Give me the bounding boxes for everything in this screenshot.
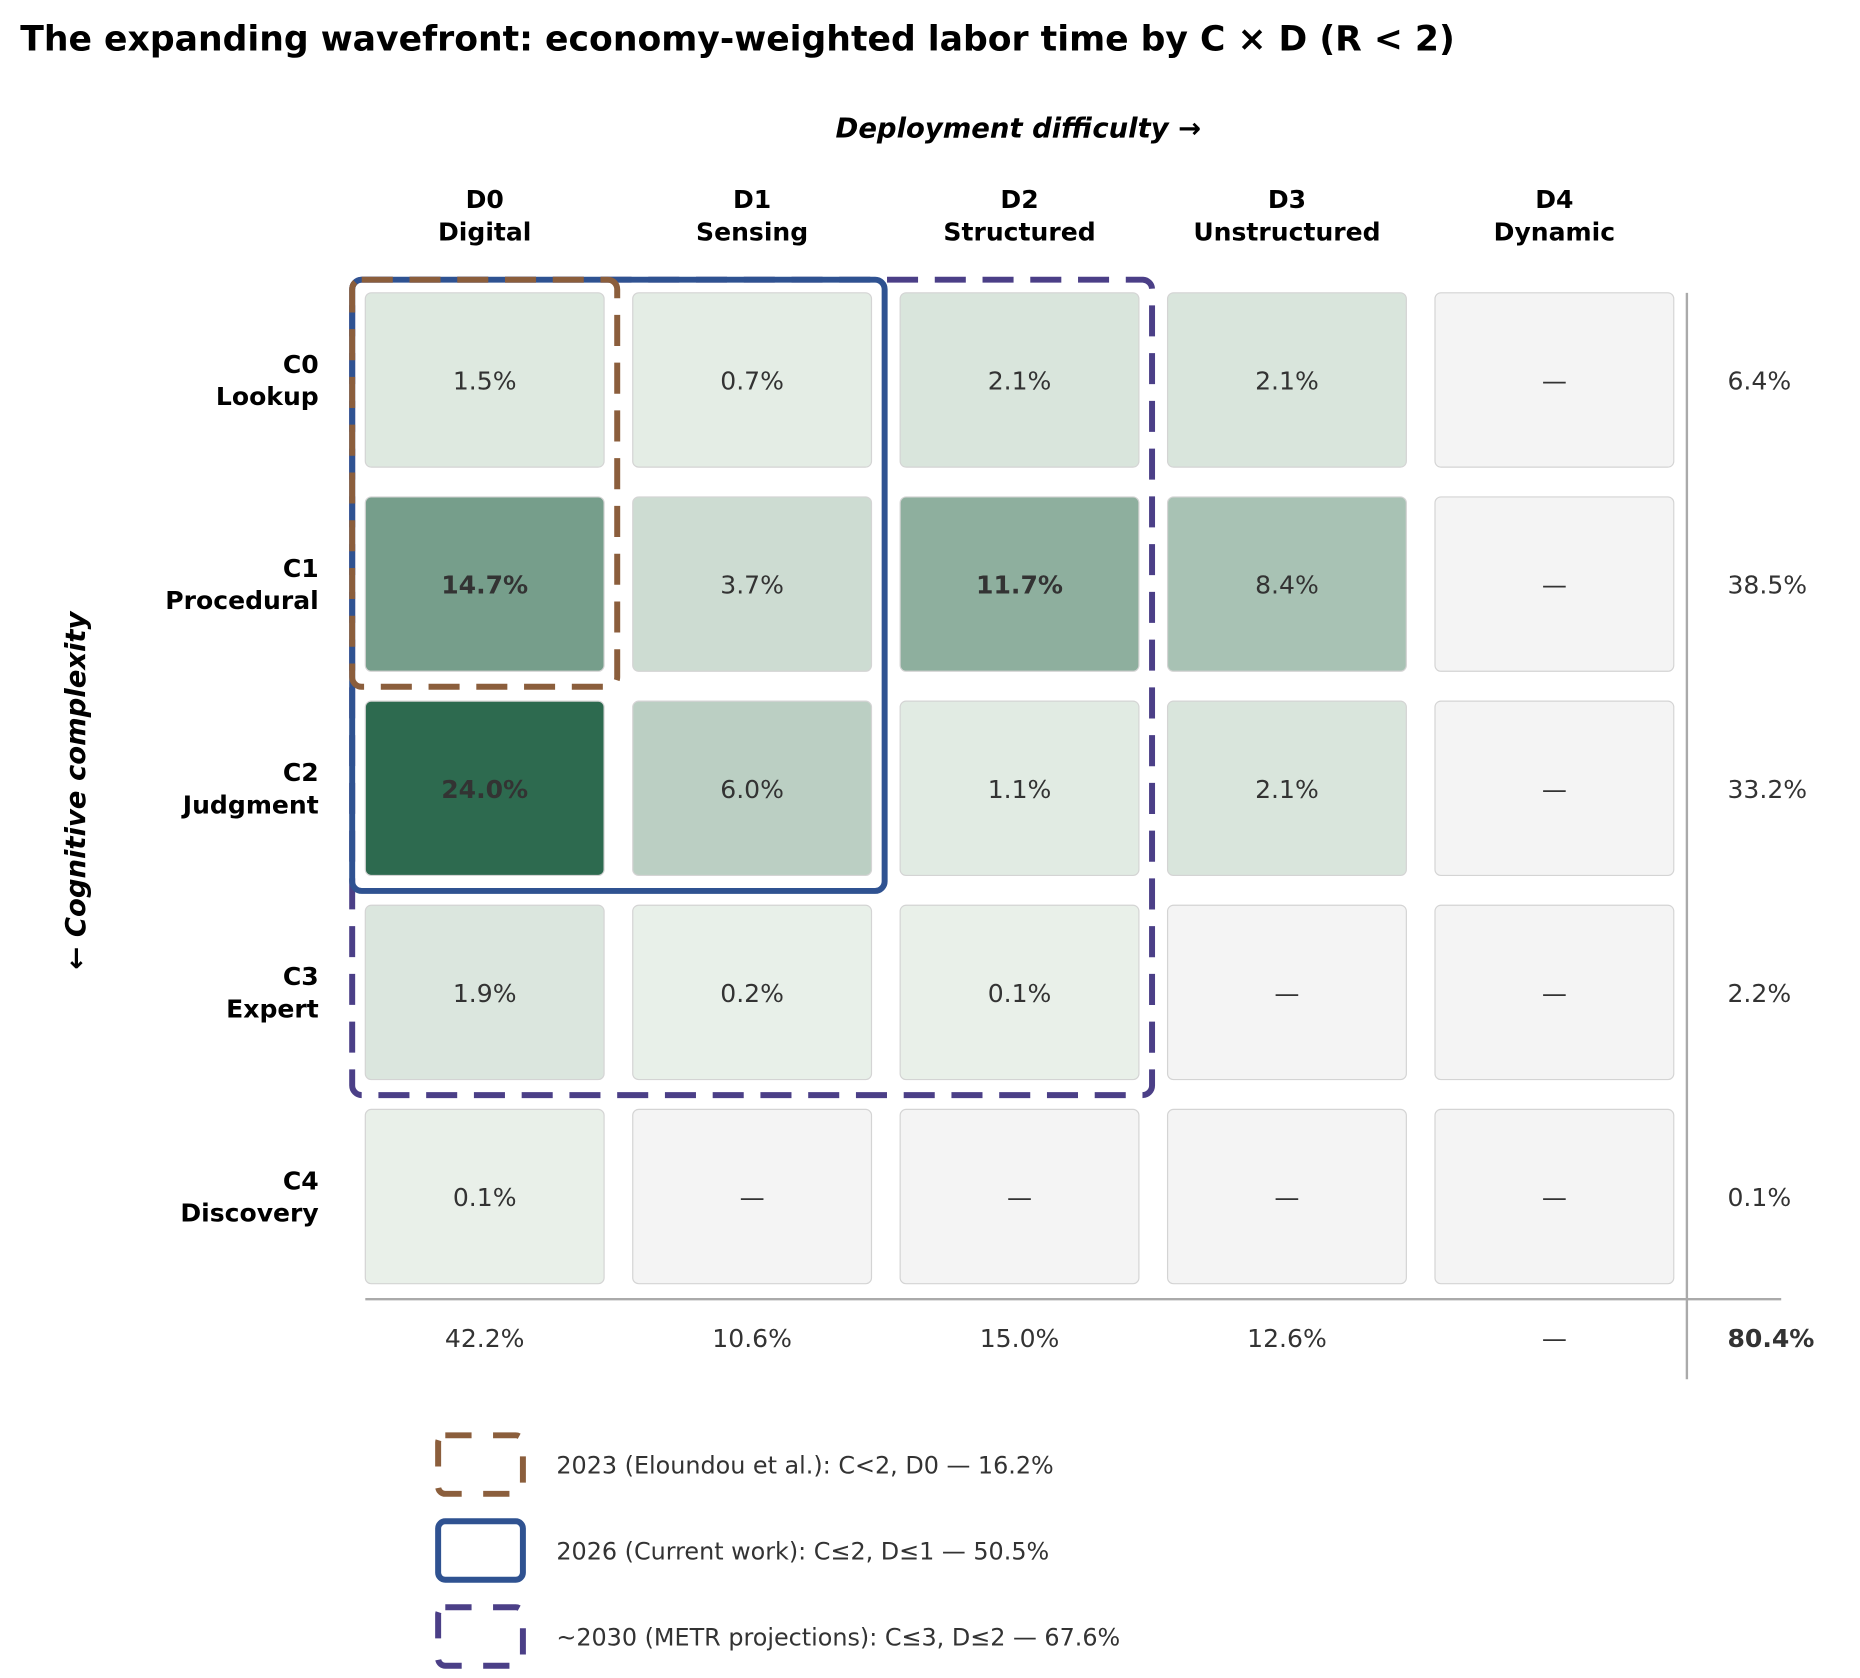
heatmap-cell <box>1166 496 1407 672</box>
cell-value: 11.7% <box>976 571 1063 600</box>
heatmap-cell <box>1166 700 1407 877</box>
grand-total: 80.4% <box>1727 1324 1814 1353</box>
heatmap-cell <box>364 700 605 877</box>
column-header-name: Sensing <box>696 217 808 246</box>
heatmap-cell <box>632 904 873 1081</box>
legend-swatch <box>435 1518 526 1583</box>
row-header-name: Lookup <box>216 382 319 411</box>
cell-value: — <box>740 1183 765 1212</box>
heatmap-cell <box>899 700 1140 877</box>
column-header-code: D0 <box>466 185 504 214</box>
row-header-name: Judgment <box>181 790 319 819</box>
cell-value: 3.7% <box>720 571 784 600</box>
cell-value: — <box>1542 1183 1567 1212</box>
legend-label: 2023 (Eloundou et al.): C<2, D0 — 16.2% <box>556 1452 1053 1480</box>
cell-value: 2.1% <box>988 367 1052 396</box>
region-outline <box>349 276 621 690</box>
heatmap-cells: 1.5% 0.7% 2.1% 2.1% — 14.7% 3.7% 11.7% 8.4% — 24.0… <box>364 292 1675 1285</box>
cell-value: 2.1% <box>1255 367 1319 396</box>
cell-value: 24.0% <box>441 775 528 804</box>
cell-value: — <box>1542 367 1567 396</box>
column-total: 42.2% <box>445 1324 525 1353</box>
column-header-code: D3 <box>1268 185 1306 214</box>
row-total: 38.5% <box>1727 571 1807 600</box>
column-total: — <box>1542 1324 1567 1353</box>
row-header-code: C0 <box>283 350 319 379</box>
row-header-name: Discovery <box>180 1199 318 1228</box>
cell-value: 0.2% <box>720 979 784 1008</box>
region-outlines <box>349 276 1156 1099</box>
column-header-name: Unstructured <box>1193 217 1380 246</box>
heatmap-cell <box>899 292 1140 468</box>
column-header-name: Structured <box>943 217 1095 246</box>
heatmap-cell <box>364 1108 605 1285</box>
row-total: 33.2% <box>1727 775 1807 804</box>
row-header-code: C1 <box>283 554 319 583</box>
legend-swatch <box>435 1604 526 1669</box>
heatmap-cell <box>1434 1108 1675 1285</box>
heatmap-cell <box>1166 904 1407 1081</box>
cell-value: — <box>1542 571 1567 600</box>
row-header-code: C3 <box>283 962 319 991</box>
cell-value: 0.7% <box>720 367 784 396</box>
cell-value: 1.1% <box>988 775 1052 804</box>
cell-value: 14.7% <box>441 571 528 600</box>
heatmap-cell <box>1166 292 1407 468</box>
cell-value: 2.1% <box>1255 775 1319 804</box>
cell-value: — <box>1542 775 1567 804</box>
y-axis-title: ← Cognitive complexity <box>61 610 92 969</box>
x-axis-title: Deployment difficulty → <box>836 114 1202 145</box>
column-total: 12.6% <box>1247 1324 1327 1353</box>
heatmap-cell <box>899 904 1140 1081</box>
cell-value: — <box>1274 979 1299 1008</box>
column-header-code: D1 <box>733 185 771 214</box>
column-header-name: Dynamic <box>1494 217 1615 246</box>
cell-value: — <box>1274 1183 1299 1212</box>
heatmap-cell <box>632 496 873 672</box>
heatmap-cell <box>364 496 605 672</box>
row-total: 0.1% <box>1727 1183 1791 1212</box>
heatmap-cell <box>899 1108 1140 1285</box>
heatmap-cell <box>632 1108 873 1285</box>
axis-labels: D0 Digital D1 Sensing D2 Structured D3 Unstruct… <box>165 185 1615 1228</box>
cell-value: 0.1% <box>988 979 1052 1008</box>
row-total: 2.2% <box>1727 979 1791 1008</box>
row-header-name: Procedural <box>165 586 318 615</box>
heatmap-cell <box>632 700 873 877</box>
row-header-code: C2 <box>283 758 319 787</box>
totals: 6.4% 38.5% 33.2% 2.2% 0.1% 42.2% 10.6% 15.0% 12.… <box>365 292 1814 1380</box>
heatmap-cell <box>364 292 605 468</box>
row-total: 6.4% <box>1727 367 1791 396</box>
heatmap-cell <box>1434 700 1675 877</box>
heatmap-cell <box>1434 496 1675 672</box>
chart-title: The expanding wavefront: economy-weighte… <box>20 19 1455 59</box>
cell-value: 1.5% <box>453 367 517 396</box>
heatmap-cell <box>899 496 1140 672</box>
row-header-code: C4 <box>283 1166 319 1195</box>
heatmap-cell <box>1166 1108 1407 1285</box>
cell-value: — <box>1542 979 1567 1008</box>
legend-label: 2026 (Current work): C≤2, D≤1 — 50.5% <box>556 1537 1049 1565</box>
heatmap-cell <box>632 292 873 468</box>
column-header-code: D2 <box>1000 185 1038 214</box>
column-header-code: D4 <box>1535 185 1573 214</box>
column-header-name: Digital <box>438 217 531 246</box>
cell-value: 6.0% <box>720 775 784 804</box>
heatmap-cell <box>364 904 605 1081</box>
heatmap-cell <box>1434 292 1675 468</box>
column-total: 15.0% <box>980 1324 1060 1353</box>
cell-value: 0.1% <box>453 1183 517 1212</box>
cell-value: — <box>1007 1183 1032 1212</box>
row-header-name: Expert <box>226 994 319 1023</box>
cell-value: 8.4% <box>1255 571 1319 600</box>
legend-swatch <box>435 1432 526 1497</box>
legend: 2023 (Eloundou et al.): C<2, D0 — 16.2% 2… <box>435 1432 1120 1669</box>
column-total: 10.6% <box>712 1324 792 1353</box>
cell-value: 1.9% <box>453 979 517 1008</box>
legend-label: ~2030 (METR projections): C≤3, D≤2 — 67.… <box>556 1623 1120 1651</box>
heatmap-cell <box>1434 904 1675 1081</box>
